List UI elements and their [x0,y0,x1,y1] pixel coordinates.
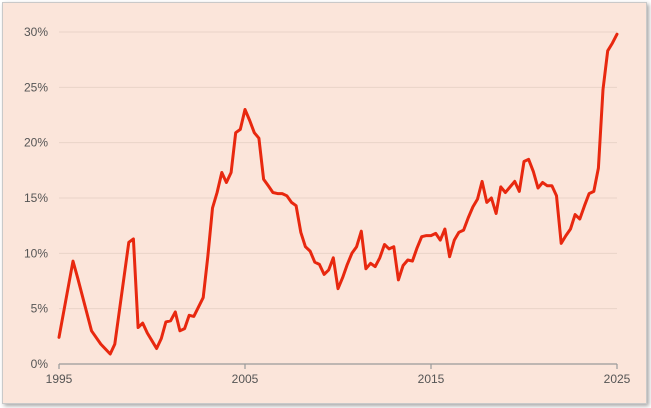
x-tick-label: 2025 [604,372,631,386]
y-tick-label: 25% [24,80,48,94]
x-tick-label: 1995 [46,372,73,386]
series-line [57,32,619,356]
y-tick-label: 0% [31,357,49,371]
y-tick-label: 30% [24,25,48,39]
x-tick-label: 2005 [232,372,259,386]
y-tick-label: 5% [31,302,49,316]
y-tick-label: 10% [24,246,48,260]
x-tick-label: 2015 [418,372,445,386]
chart-frame [2,2,647,404]
y-tick-label: 15% [24,191,48,205]
y-tick-label: 20% [24,136,48,150]
